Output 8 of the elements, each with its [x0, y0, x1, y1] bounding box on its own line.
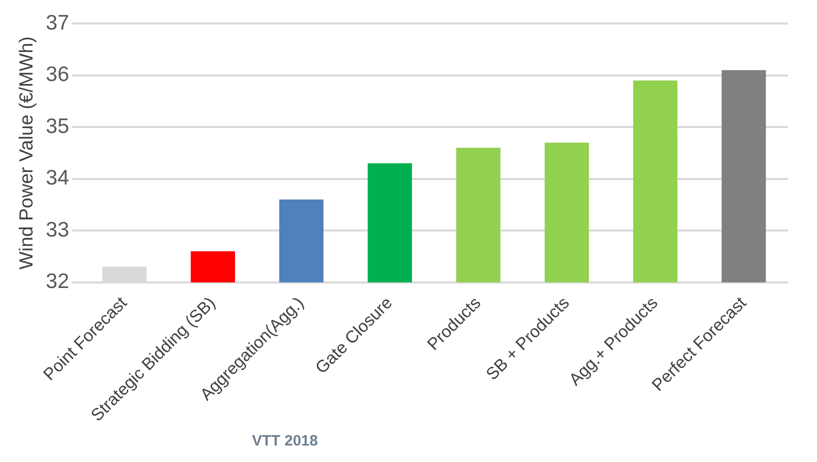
text: VTT 2018 — [252, 432, 318, 450]
y-tick-label: 35 — [46, 114, 70, 138]
y-tick-label: 36 — [46, 63, 70, 86]
y-axis-title: Wind Power Value (€/MWh) — [16, 36, 38, 270]
y-tick-label: 32 — [46, 270, 70, 294]
y-tick-label: 33 — [46, 218, 70, 242]
y-tick-label: 37 — [46, 11, 70, 34]
y-tick-label: 34 — [46, 166, 70, 190]
